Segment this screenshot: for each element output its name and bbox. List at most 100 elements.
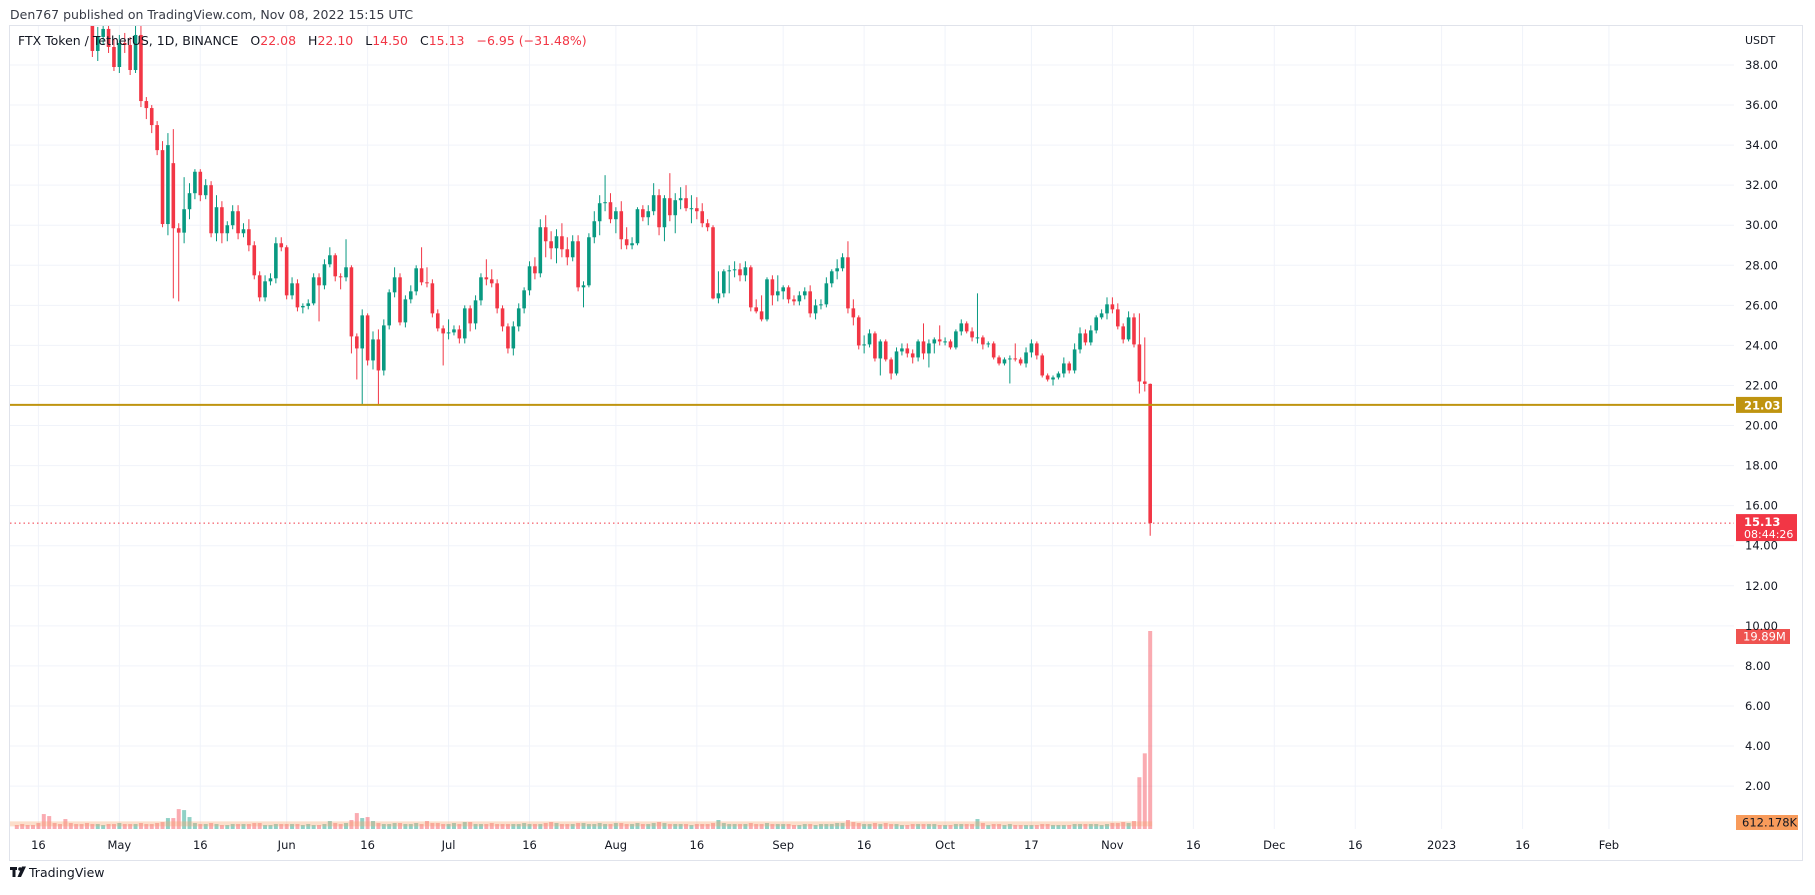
candle xyxy=(274,237,278,284)
candle-body xyxy=(90,26,95,51)
candle xyxy=(549,231,553,260)
candle-body xyxy=(846,257,850,309)
candle xyxy=(522,287,526,314)
candle-body xyxy=(975,337,980,339)
candle-body xyxy=(1126,317,1131,340)
candle xyxy=(927,339,931,368)
candle-body xyxy=(900,348,904,352)
candle xyxy=(355,333,359,380)
volume-bar xyxy=(576,823,581,829)
candle xyxy=(991,341,996,360)
chart-frame xyxy=(9,25,1803,861)
candle-body xyxy=(446,332,451,334)
candle-body xyxy=(619,211,624,240)
candle xyxy=(959,319,964,336)
candle xyxy=(678,187,683,210)
legend-open-label: O xyxy=(250,33,260,48)
svg-text:FTX Token / TetherUS, 1D, BINA: FTX Token / TetherUS, 1D, BINANCE O22.08… xyxy=(18,33,587,48)
candle xyxy=(905,343,910,358)
candle xyxy=(252,241,257,280)
candle xyxy=(614,207,618,234)
price-axis[interactable]: 38.00 36.00 34.00 32.00 30.00 28.00 26.00 24.00… xyxy=(1745,58,1778,793)
candle xyxy=(851,299,856,326)
candle xyxy=(106,26,111,53)
candle-body xyxy=(457,329,462,339)
candle-body xyxy=(587,237,591,286)
candle xyxy=(570,235,575,262)
time-tick-label: Jun xyxy=(277,838,296,852)
candle-body xyxy=(306,303,311,306)
volume-bar xyxy=(1131,821,1136,829)
volume-bar xyxy=(899,825,904,829)
candle-series xyxy=(90,26,1152,536)
candle-body xyxy=(716,293,721,299)
candle xyxy=(873,331,877,362)
volume-bar xyxy=(1029,825,1034,829)
volume-bar xyxy=(748,823,753,829)
volume-bar xyxy=(1115,823,1120,829)
volume-bar xyxy=(970,824,975,829)
candle xyxy=(1045,373,1050,382)
volume-bar xyxy=(997,824,1002,829)
volume-bar xyxy=(986,825,991,829)
candle xyxy=(1062,357,1066,378)
candle xyxy=(193,169,197,200)
price-tick-label: 20.00 xyxy=(1745,419,1778,433)
volume-bar xyxy=(662,823,667,829)
candle xyxy=(1105,297,1109,320)
volume-bar xyxy=(889,824,894,829)
candle xyxy=(786,285,791,304)
candle xyxy=(576,235,580,292)
volume-bar xyxy=(586,824,591,829)
candle xyxy=(1051,375,1055,386)
candle-body xyxy=(948,341,953,348)
volume-bar xyxy=(764,823,769,829)
volume-bar xyxy=(182,810,187,829)
volume-bar xyxy=(894,824,899,829)
candle xyxy=(284,245,289,300)
candle-body xyxy=(95,36,100,51)
candle-body xyxy=(711,227,715,299)
candle-body xyxy=(597,203,602,222)
time-tick-label: Dec xyxy=(1263,838,1285,852)
candle xyxy=(452,325,456,336)
time-axis[interactable]: 16 May 16 Jun 16 Jul 16 Aug 16 Sep 16 Oct 17 Nov 16 Dec… xyxy=(31,838,1619,852)
tradingview-logo[interactable]: TradingView xyxy=(10,865,105,880)
candle xyxy=(829,269,834,288)
candle-body xyxy=(1056,373,1061,378)
candle-body xyxy=(819,304,823,306)
candle-body xyxy=(112,46,116,68)
candle-body xyxy=(473,300,478,324)
candle-body xyxy=(878,341,883,359)
volume-bar xyxy=(862,824,867,829)
candle xyxy=(408,285,413,304)
price-tick-label: 24.00 xyxy=(1745,338,1778,352)
candle xyxy=(403,295,408,328)
candle-body xyxy=(657,195,661,228)
candle xyxy=(511,321,516,356)
volume-bar xyxy=(284,824,289,829)
candle-body xyxy=(468,308,472,324)
candle xyxy=(166,133,170,236)
candle-body xyxy=(263,281,267,298)
candle-body xyxy=(522,290,526,309)
candle xyxy=(808,285,812,318)
volume-bar xyxy=(721,823,726,829)
volume-bar xyxy=(516,824,521,829)
volume-bar xyxy=(818,824,823,829)
volume-bar xyxy=(290,824,295,829)
candle-body xyxy=(641,209,645,218)
candle xyxy=(214,195,219,242)
volume-bar xyxy=(451,823,456,829)
legend-close: 15.13 xyxy=(429,33,465,48)
candle-body xyxy=(560,236,564,250)
volume-bar xyxy=(128,824,133,829)
candle-body xyxy=(916,341,920,358)
candle-body xyxy=(1018,359,1023,364)
volume-bar xyxy=(1072,824,1077,829)
candle-body xyxy=(937,339,942,342)
time-tick-label: 17 xyxy=(1024,838,1039,852)
volume-last-label: 19.89M xyxy=(1743,630,1786,644)
time-tick-label: 16 xyxy=(1348,838,1363,852)
